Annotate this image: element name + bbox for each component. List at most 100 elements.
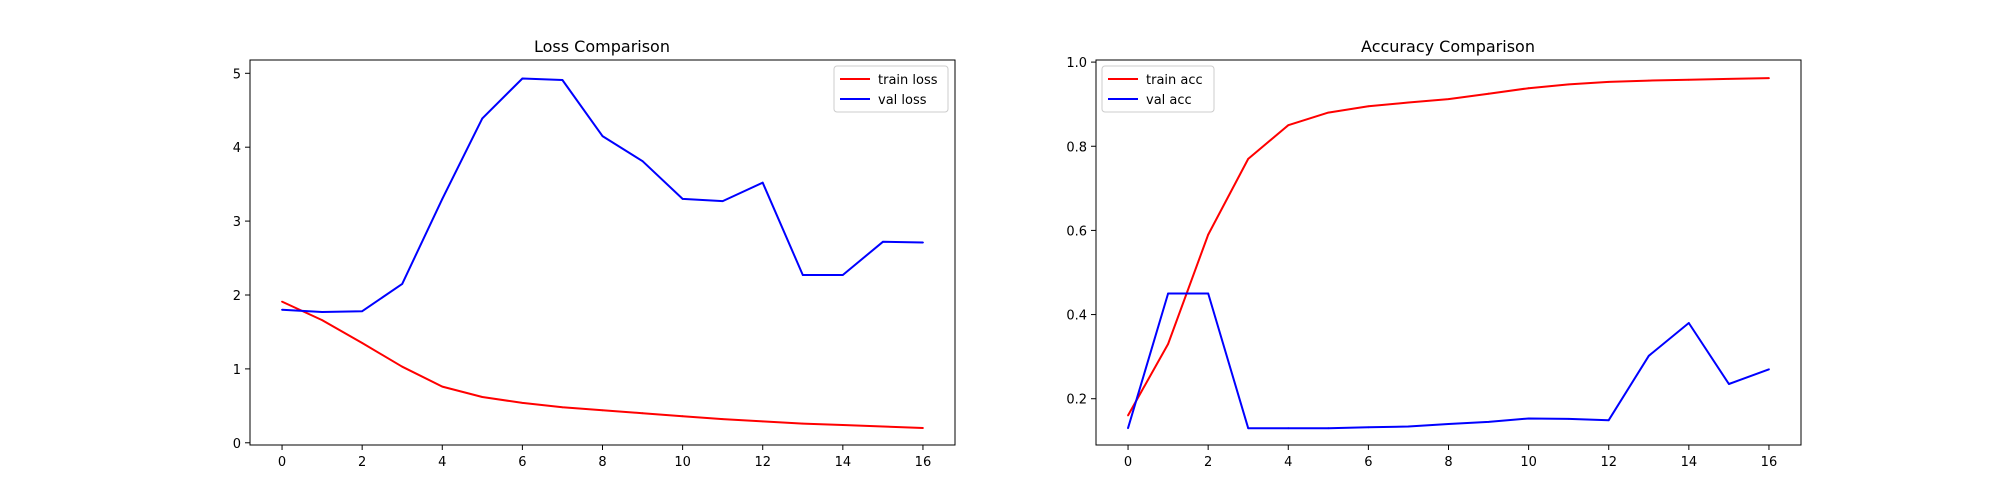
data-point-val-loss — [922, 241, 924, 244]
data-point-train-acc — [1207, 233, 1210, 236]
data-point-val-loss — [281, 308, 283, 311]
data-point-val-acc — [1647, 354, 1650, 357]
data-point-train-loss — [641, 412, 644, 415]
y-tick-label: 4 — [233, 141, 241, 156]
data-point-train-loss — [681, 415, 684, 418]
series-line-train-loss — [281, 300, 924, 429]
data-point-train-loss — [321, 319, 323, 321]
data-point-train-loss — [801, 422, 804, 425]
accuracy-legend: train acc val acc — [1101, 65, 1215, 113]
x-tick-label: 6 — [1364, 455, 1372, 470]
x-tick-label: 4 — [1284, 455, 1292, 470]
data-point-train-acc — [1768, 77, 1770, 79]
series-line-train-acc — [1127, 77, 1770, 416]
x-tick-label: 12 — [754, 455, 771, 470]
loss-chart-title: Loss Comparison — [534, 37, 670, 56]
data-point-val-acc — [1527, 417, 1530, 420]
x-tick-label: 2 — [358, 455, 366, 470]
data-point-val-acc — [1728, 383, 1730, 385]
x-tick-label: 14 — [835, 455, 852, 470]
data-point-val-acc — [1327, 427, 1330, 430]
data-point-val-acc — [1167, 292, 1169, 295]
x-tick-label: 8 — [598, 455, 606, 470]
data-point-train-loss — [721, 418, 724, 420]
data-point-val-loss — [361, 310, 364, 313]
data-point-val-loss — [801, 274, 804, 276]
data-point-train-acc — [1327, 111, 1330, 114]
data-point-val-loss — [481, 117, 484, 120]
y-tick-label: 0.4 — [1066, 309, 1087, 324]
data-point-val-loss — [441, 198, 444, 200]
y-tick-label: 2 — [233, 289, 241, 304]
loss-axes-frame — [249, 59, 956, 446]
data-point-val-loss — [521, 77, 524, 80]
data-point-val-loss — [561, 79, 564, 81]
accuracy-chart-panel: Accuracy Comparison 0 2 4 6 8 10 12 14 160.20.40… — [1066, 37, 1802, 470]
data-point-train-loss — [481, 396, 484, 398]
accuracy-legend-box — [1101, 65, 1215, 113]
data-point-train-loss — [281, 300, 283, 303]
x-tick-label: 0 — [278, 455, 286, 470]
data-point-val-loss — [882, 240, 884, 243]
data-point-train-acc — [1567, 83, 1570, 86]
y-tick-label: 0 — [233, 437, 241, 452]
x-tick-label: 10 — [1520, 455, 1537, 470]
x-tick-label: 10 — [674, 455, 691, 470]
data-point-val-loss — [761, 181, 764, 184]
loss-legend: train loss val loss — [833, 65, 949, 113]
accuracy-chart-title: Accuracy Comparison — [1361, 37, 1535, 56]
accuracy-plot-area: 0 2 4 6 8 10 12 14 16 0.2 0.4 0.6 0.8 1.0 — [1066, 56, 1777, 470]
data-point-train-loss — [521, 402, 524, 404]
y-tick-label: 1.0 — [1066, 56, 1087, 71]
y-tick-label: 0.8 — [1066, 140, 1087, 155]
data-point-train-loss — [761, 420, 764, 423]
data-point-train-acc — [1287, 124, 1290, 127]
x-tick-label: 14 — [1681, 455, 1698, 470]
loss-legend-box — [833, 65, 949, 113]
data-point-val-acc — [1247, 427, 1250, 430]
x-tick-label: 12 — [1600, 455, 1617, 470]
data-point-val-acc — [1607, 419, 1610, 422]
data-point-train-loss — [882, 425, 884, 428]
accuracy-axes-frame — [1095, 59, 1802, 446]
y-tick-label: 0.6 — [1066, 224, 1087, 239]
data-point-train-acc — [1127, 414, 1129, 417]
data-point-val-loss — [601, 135, 604, 138]
series-line-val-loss — [281, 77, 924, 313]
data-point-train-acc — [1167, 343, 1169, 345]
data-point-train-loss — [401, 365, 404, 368]
data-point-train-loss — [601, 409, 604, 412]
data-point-train-acc — [1647, 79, 1650, 82]
data-point-val-acc — [1127, 427, 1129, 430]
data-point-train-loss — [441, 385, 444, 388]
data-point-train-acc — [1687, 78, 1690, 81]
legend-label-train-loss: train loss — [878, 73, 938, 88]
x-tick-label: 2 — [1204, 455, 1212, 470]
data-point-val-acc — [1687, 322, 1690, 324]
data-point-train-loss — [361, 342, 364, 344]
data-point-val-acc — [1768, 368, 1770, 371]
data-point-val-acc — [1407, 425, 1410, 428]
x-tick-label: 16 — [915, 455, 932, 470]
x-tick-label: 8 — [1444, 455, 1452, 470]
data-point-val-acc — [1367, 426, 1370, 429]
x-tick-label: 16 — [1761, 455, 1778, 470]
series-line-val-acc — [1127, 292, 1770, 430]
legend-label-val-loss: val loss — [878, 93, 927, 108]
data-point-val-acc — [1447, 423, 1450, 425]
legend-label-train-acc: train acc — [1146, 73, 1203, 88]
x-tick-label: 0 — [1124, 455, 1132, 470]
x-tick-label: 6 — [518, 455, 526, 470]
y-tick-label: 5 — [233, 67, 241, 82]
data-point-train-acc — [1407, 101, 1410, 104]
x-tick-label: 4 — [438, 455, 446, 470]
data-point-val-acc — [1567, 418, 1570, 420]
data-point-train-loss — [841, 424, 844, 426]
data-point-train-loss — [561, 406, 564, 409]
data-point-train-acc — [1728, 78, 1730, 80]
data-point-train-acc — [1367, 105, 1370, 108]
legend-label-val-acc: val acc — [1146, 93, 1192, 108]
data-point-val-loss — [721, 200, 724, 203]
